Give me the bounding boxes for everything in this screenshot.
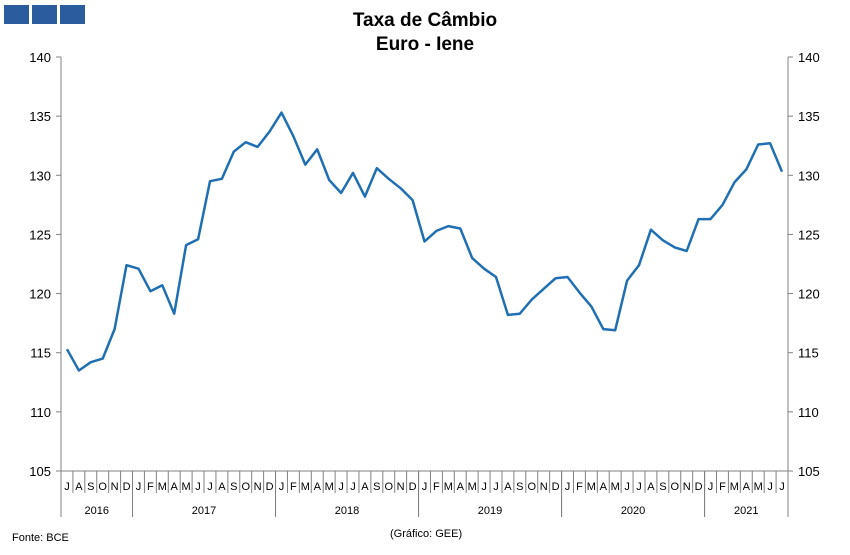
x-tick-label: M — [611, 481, 620, 493]
x-tick-label: M — [754, 481, 763, 493]
year-label: 2018 — [335, 505, 359, 517]
x-tick-label: F — [147, 481, 154, 493]
y-tick-label: 130 — [798, 168, 820, 183]
x-tick-label: O — [384, 481, 393, 493]
x-tick-label: J — [207, 481, 213, 493]
y-tick-label: 130 — [29, 168, 51, 183]
x-tick-label: A — [75, 481, 83, 493]
x-tick-label: J — [64, 481, 70, 493]
y-tick-label: 105 — [798, 464, 820, 479]
x-tick-label: D — [123, 481, 131, 493]
y-tick-label: 140 — [29, 50, 51, 65]
x-tick-label: D — [409, 481, 417, 493]
x-tick-label: F — [433, 481, 440, 493]
x-tick-label: J — [481, 481, 487, 493]
x-tick-label: A — [171, 481, 179, 493]
x-tick-label: J — [195, 481, 201, 493]
x-tick-label: A — [361, 481, 369, 493]
x-tick-label: A — [743, 481, 751, 493]
x-tick-label: O — [241, 481, 250, 493]
year-label: 2019 — [478, 505, 502, 517]
x-tick-label: M — [301, 481, 310, 493]
x-tick-label: S — [87, 481, 94, 493]
x-tick-label: A — [504, 481, 512, 493]
y-axis-right: 105 110 115 120 125 130 135 140 — [788, 50, 820, 479]
chart-title-line2: Euro - Iene — [375, 34, 475, 55]
x-tick-label: F — [719, 481, 726, 493]
y-tick-label: 125 — [798, 227, 820, 242]
x-tick-label: D — [695, 481, 703, 493]
x-tick-label: A — [218, 481, 226, 493]
x-tick-label: J — [708, 481, 714, 493]
x-tick-label: O — [670, 481, 679, 493]
logo — [4, 5, 85, 24]
x-tick-label: S — [373, 481, 380, 493]
year-label: 2021 — [734, 505, 758, 517]
x-tick-label: O — [527, 481, 536, 493]
x-tick-label: J — [767, 481, 773, 493]
x-tick-label: N — [254, 481, 262, 493]
x-tick-label: F — [576, 481, 583, 493]
chart-axes — [60, 57, 789, 472]
x-tick-label: J — [493, 481, 499, 493]
y-tick-label: 110 — [798, 405, 819, 420]
x-tick-label: J — [350, 481, 356, 493]
year-label: 2016 — [85, 505, 109, 517]
y-tick-label: 140 — [798, 50, 820, 65]
x-tick-label: D — [266, 481, 274, 493]
logo-block — [32, 5, 57, 24]
y-tick-label: 125 — [29, 227, 51, 242]
x-tick-label: N — [540, 481, 548, 493]
y-tick-label: 135 — [798, 109, 820, 124]
x-tick-label: M — [444, 481, 453, 493]
x-tick-label: N — [397, 481, 405, 493]
chart-title-line1: Taxa de Câmbio — [352, 10, 498, 31]
x-tick-label: D — [552, 481, 560, 493]
x-tick-label: J — [565, 481, 571, 493]
x-tick-label: J — [422, 481, 428, 493]
x-tick-label: M — [587, 481, 596, 493]
logo-block — [60, 5, 85, 24]
x-tick-label: N — [111, 481, 119, 493]
series-group — [65, 111, 784, 372]
x-tick-label: J — [636, 481, 642, 493]
series-line — [65, 111, 784, 372]
x-tick-label: J — [779, 481, 785, 493]
x-tick-label: S — [659, 481, 666, 493]
x-tick-label: A — [647, 481, 655, 493]
y-tick-label: 110 — [30, 405, 51, 420]
y-tick-label: 120 — [798, 287, 820, 302]
x-tick-label: S — [230, 481, 237, 493]
x-tick-label: S — [516, 481, 523, 493]
x-tick-label: M — [468, 481, 477, 493]
y-tick-label: 120 — [29, 287, 51, 302]
x-tick-label: M — [730, 481, 739, 493]
x-tick-label: J — [136, 481, 142, 493]
x-tick-label: J — [279, 481, 285, 493]
credit-note: (Gráfico: GEE) — [390, 528, 463, 540]
x-tick-label: O — [98, 481, 107, 493]
y-axis-left: 105 110 115 120 125 130 135 140 — [29, 50, 61, 479]
y-tick-label: 105 — [29, 464, 51, 479]
x-tick-label: M — [325, 481, 334, 493]
source-note: Fonte: BCE — [12, 532, 69, 544]
x-tick-label: A — [457, 481, 465, 493]
year-label: 2017 — [192, 505, 216, 517]
x-tick-label: N — [683, 481, 691, 493]
x-tick-label: A — [600, 481, 608, 493]
x-tick-label: J — [338, 481, 344, 493]
y-tick-label: 115 — [30, 346, 51, 361]
y-tick-label: 135 — [29, 109, 51, 124]
x-tick-label: M — [182, 481, 191, 493]
y-tick-label: 115 — [798, 346, 819, 361]
logo-block — [4, 5, 29, 24]
x-tick-label: J — [624, 481, 630, 493]
x-tick-label: M — [158, 481, 167, 493]
x-tick-label: A — [314, 481, 322, 493]
year-label: 2020 — [621, 505, 645, 517]
x-tick-label: F — [290, 481, 297, 493]
